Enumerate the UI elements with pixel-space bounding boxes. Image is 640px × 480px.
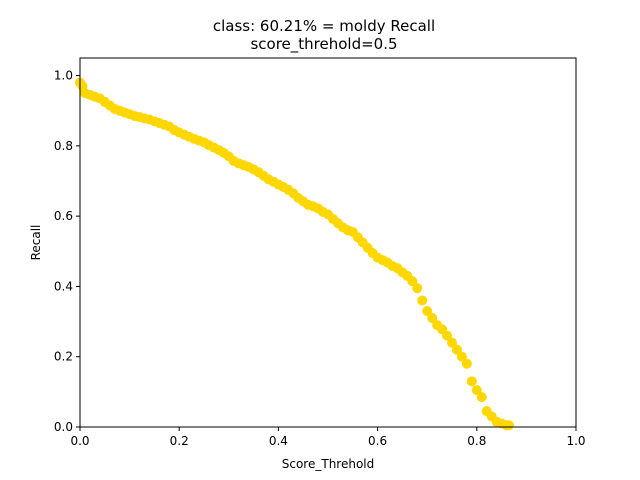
x-tick-label: 1.0 [566,434,585,448]
x-tick-label: 0.8 [467,434,486,448]
y-tick-label: 0.4 [54,279,73,293]
chart-title: class: 60.21% = moldy Recall [213,17,435,35]
data-point [447,337,457,348]
x-axis-label: Score_Threhold [282,457,375,471]
chart-subtitle: score_threhold=0.5 [250,35,397,54]
axis-ticks: 0.0 0.2 0.4 0.6 0.8 1.0 0.0 0.2 0.4 0.6 0.8 1.0 [54,69,586,448]
data-point [407,276,418,287]
data-point [451,344,462,355]
x-tick-label: 0.4 [269,434,288,448]
data-point [504,420,515,431]
y-tick-label: 0.6 [54,209,73,223]
x-tick-label: 0.0 [70,434,89,448]
data-point [412,283,423,294]
x-tick-label: 0.2 [170,434,189,448]
data-point [461,358,472,369]
data-point [471,385,482,396]
data-point [466,376,477,387]
data-point [422,306,433,317]
plot-frame [79,57,577,428]
data-point [456,351,467,362]
y-tick-label: 0.8 [54,139,73,153]
data-point [476,392,487,403]
data-point [417,295,428,306]
y-tick-label: 0.2 [54,350,73,364]
y-tick-label: 0.0 [54,420,73,434]
data-points [75,77,515,431]
data-point [427,313,438,324]
y-tick-label: 1.0 [54,69,73,83]
data-point [442,330,453,341]
x-tick-label: 0.6 [368,434,387,448]
y-axis-label: Recall [29,225,43,261]
